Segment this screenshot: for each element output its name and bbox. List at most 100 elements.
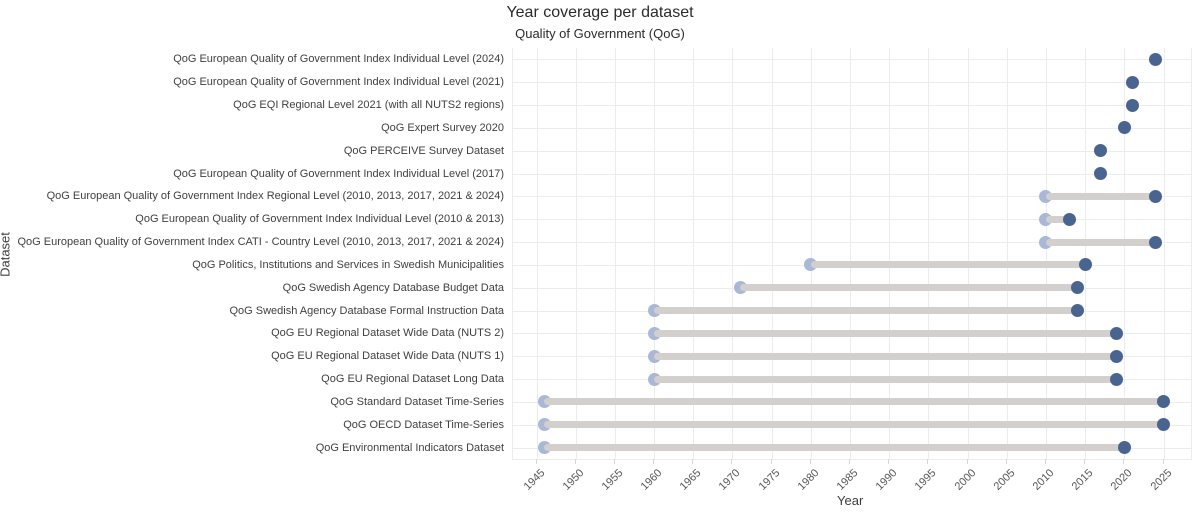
x-tick (927, 459, 929, 464)
gridline (693, 48, 695, 459)
end-year-dot (1125, 75, 1139, 89)
gridline (1124, 48, 1126, 459)
end-year-dot (1117, 121, 1131, 135)
x-tick (849, 459, 851, 464)
x-tick-label: 1990 (873, 467, 900, 493)
chart-title: Year coverage per dataset (506, 4, 694, 21)
y-tick-label: QoG European Quality of Government Index… (173, 76, 504, 89)
gridline (928, 48, 930, 459)
end-year-dot (1110, 326, 1124, 340)
x-tick (1084, 459, 1086, 464)
end-year-dot (1070, 304, 1084, 318)
x-tick (770, 459, 772, 464)
end-year-dot (1149, 52, 1163, 66)
gridline (513, 173, 1191, 175)
range-bar (544, 398, 1164, 406)
end-year-dot (1125, 98, 1139, 112)
range-bar (740, 284, 1078, 292)
end-year-dot (1149, 189, 1163, 203)
y-tick-label: QoG EU Regional Dataset Wide Data (NUTS … (271, 350, 504, 363)
x-axis-title: Year (837, 493, 864, 508)
gridline (732, 48, 734, 459)
x-tick (692, 459, 694, 464)
y-tick-label: QoG EU Regional Dataset Long Data (321, 373, 504, 386)
range-bar (654, 307, 1078, 315)
x-tick (1123, 459, 1125, 464)
x-tick (731, 459, 733, 464)
gridline (1045, 48, 1047, 459)
x-tick-label: 2005 (991, 467, 1018, 493)
gridline (513, 196, 1191, 198)
x-tick (888, 459, 890, 464)
x-tick (535, 459, 537, 464)
y-tick-label: QoG European Quality of Government Index… (135, 213, 504, 226)
gridline (967, 48, 969, 459)
gridline (513, 105, 1191, 107)
y-tick-label: QoG Expert Survey 2020 (381, 121, 504, 134)
end-year-dot (1157, 395, 1171, 409)
end-year-dot (1094, 167, 1108, 181)
end-year-dot (1157, 418, 1171, 432)
end-year-dot (1110, 349, 1124, 363)
range-bar (654, 375, 1117, 383)
end-year-dot (1078, 258, 1092, 272)
x-tick-label: 1975 (756, 467, 783, 493)
end-year-dot (1149, 235, 1163, 249)
range-bar (654, 352, 1117, 360)
x-tick (809, 459, 811, 464)
y-tick-label: QoG European Quality of Government Index… (17, 236, 504, 249)
end-year-dot (1063, 212, 1076, 226)
x-tick-label: 1955 (599, 467, 626, 493)
range-bar (1045, 215, 1070, 223)
x-tick-label: 2020 (1109, 467, 1135, 493)
x-tick-label: 1980 (795, 467, 822, 493)
y-tick-label: QoG PERCEIVE Survey Dataset (343, 144, 504, 157)
gridline (1163, 48, 1165, 459)
y-tick-label: QoG Swedish Agency Database Formal Instr… (229, 304, 504, 317)
x-tick-label: 1995 (913, 467, 939, 493)
range-bar (544, 421, 1164, 429)
x-tick-label: 1960 (638, 467, 665, 493)
gridline (850, 48, 852, 459)
x-tick (574, 459, 576, 464)
gridline (513, 82, 1191, 84)
x-tick (966, 459, 968, 464)
y-tick-label: QoG European Quality of Government Index… (173, 53, 504, 66)
y-tick-label: QoG EQI Regional Level 2021 (with all NU… (233, 99, 504, 112)
range-bar (1045, 238, 1156, 246)
gridline (513, 219, 1191, 221)
x-tick-label: 2025 (1148, 467, 1175, 493)
gridline (614, 48, 616, 459)
x-tick (613, 459, 615, 464)
gridline (1006, 48, 1008, 459)
x-tick-label: 1950 (560, 467, 587, 493)
range-bar (544, 444, 1125, 452)
x-tick-label: 2000 (952, 467, 979, 493)
range-bar (654, 329, 1117, 337)
gridline (513, 242, 1191, 244)
plot-area (512, 48, 1192, 460)
end-year-dot (1117, 441, 1131, 455)
gridline (575, 48, 577, 459)
end-year-dot (1070, 281, 1084, 295)
gridline (810, 48, 812, 459)
y-tick-label: QoG European Quality of Government Index… (46, 190, 504, 203)
gridline (513, 127, 1191, 129)
x-tick-label: 1970 (717, 467, 743, 493)
x-tick (1005, 459, 1007, 464)
end-year-dot (1110, 372, 1124, 386)
x-tick-label: 1985 (834, 467, 861, 493)
range-bar (810, 261, 1086, 269)
gridline (513, 150, 1191, 152)
gridline (889, 48, 891, 459)
y-tick-label: QoG EU Regional Dataset Wide Data (NUTS … (271, 327, 504, 340)
range-bar (1045, 192, 1156, 200)
chart-subtitle: Quality of Government (QoG) (515, 26, 685, 41)
x-tick-label: 2010 (1030, 467, 1057, 493)
gridline (513, 59, 1191, 61)
y-tick-label: QoG Standard Dataset Time-Series (330, 395, 504, 408)
gridline (1085, 48, 1087, 459)
x-tick (653, 459, 655, 464)
end-year-dot (1094, 144, 1108, 158)
